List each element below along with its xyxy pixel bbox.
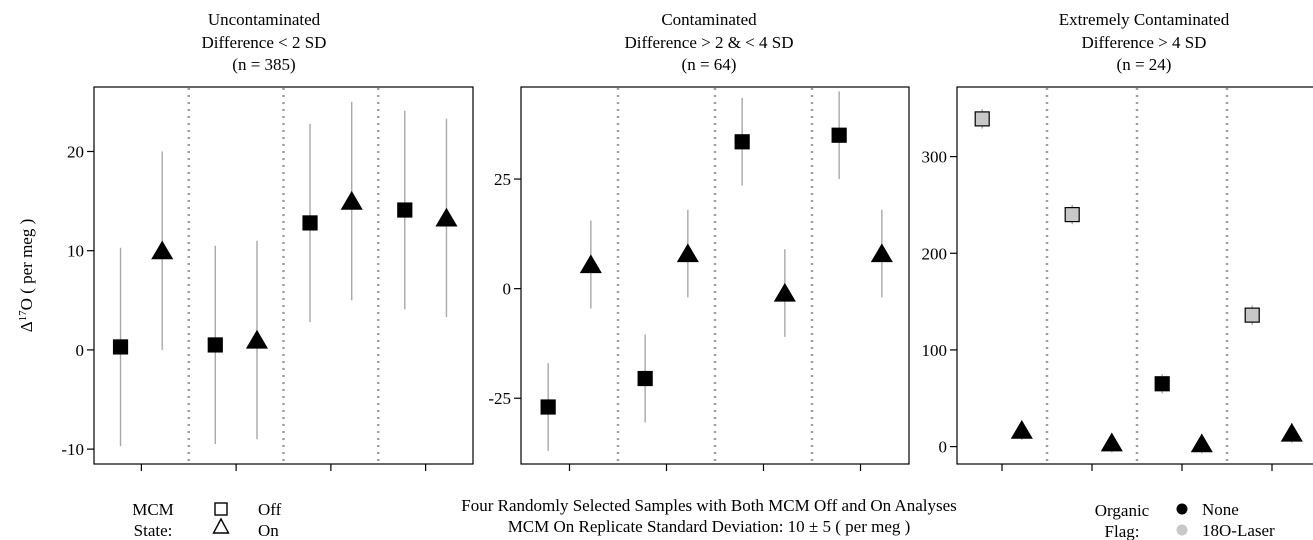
y-tick-label: 100 (922, 341, 948, 360)
y-tick-label: -10 (61, 440, 84, 459)
data-point-triangle (870, 243, 893, 263)
panel-3-title-line-1: Extremely Contaminated (1059, 10, 1230, 29)
y-tick-label: 25 (494, 170, 511, 189)
legend-organic-title-1: Organic (1095, 501, 1150, 520)
panel-3-title-line-3: (n = 24) (1117, 55, 1172, 74)
data-point-triangle (1280, 422, 1303, 442)
data-point-triangle (1190, 433, 1213, 453)
data-point-square (397, 202, 413, 218)
data-point-triangle (1100, 432, 1123, 452)
panel-1: Uncontaminated Difference < 2 SD (n = 385)… (17, 10, 474, 471)
data-point-triangle (579, 254, 602, 274)
y-tick-label: 20 (67, 142, 84, 161)
data-point-square (112, 339, 129, 355)
data-point-triangle (245, 329, 269, 349)
panel-2: Contaminated Difference > 2 & < 4 SD (n = … (488, 10, 910, 471)
legend-mcm-state: MCM State: Off On (132, 500, 281, 540)
data-point-square (831, 127, 847, 143)
data-point-square (302, 215, 318, 231)
y-tick-label: 0 (76, 341, 85, 360)
data-point-square (1244, 307, 1260, 323)
panel-2-title-line-2: Difference > 2 & < 4 SD (625, 33, 794, 52)
y-tick-label: -25 (488, 389, 511, 408)
caption: Four Randomly Selected Samples with Both… (461, 496, 957, 536)
legend-triangle-open-icon (212, 517, 230, 534)
data-point-square (207, 337, 223, 353)
panels: Uncontaminated Difference < 2 SD (n = 385)… (17, 10, 1313, 471)
legend-mcm-on-label: On (258, 521, 279, 540)
data-point-square (1064, 207, 1080, 223)
legend-organic-none-label: None (1202, 500, 1239, 519)
y-tick-label: 0 (503, 280, 512, 299)
panel-3: Extremely Contaminated Difference > 4 SD (… (922, 10, 1313, 471)
panel-2-frame (520, 86, 910, 465)
panel-1-title-line-1: Uncontaminated (208, 10, 321, 29)
legend-mcm-off-label: Off (258, 500, 282, 519)
data-point-square (540, 399, 556, 415)
panel-2-title-line-3: (n = 64) (682, 55, 737, 74)
data-point-square (1154, 376, 1170, 392)
y-tick-label: 300 (922, 148, 948, 167)
legend-organic-flag: Organic Flag: None 18O-Laser (1095, 500, 1275, 540)
caption-line-2: MCM On Replicate Standard Deviation: 10 … (508, 517, 911, 536)
y-tick-label: 200 (922, 244, 948, 263)
legend-organic-title-2: Flag: (1105, 522, 1140, 540)
y-axis-label: Δ17O ( per meg ) (17, 219, 36, 333)
panel-3-title-line-2: Difference > 4 SD (1082, 33, 1207, 52)
legend-dot-laser-icon (1176, 524, 1188, 536)
legend-dot-none-icon (1176, 503, 1188, 515)
legend-organic-laser-label: 18O-Laser (1202, 521, 1275, 540)
data-point-square (974, 111, 990, 127)
data-point-triangle (1010, 419, 1033, 439)
panel-2-title-line-1: Contaminated (661, 10, 757, 29)
legend-mcm-title-2: State: (134, 521, 173, 540)
data-point-triangle (773, 282, 796, 302)
data-point-square (637, 370, 653, 387)
panel-1-title-line-3: (n = 385) (232, 55, 295, 74)
panel-1-title-line-2: Difference < 2 SD (202, 33, 327, 52)
data-point-triangle (435, 207, 458, 227)
panel-3-frame (956, 86, 1313, 465)
data-point-triangle (340, 190, 363, 210)
caption-line-1: Four Randomly Selected Samples with Both… (461, 496, 957, 515)
legend-mcm-title-1: MCM (132, 500, 174, 519)
panel-1-frame (93, 86, 474, 465)
data-point-triangle (151, 240, 174, 260)
legend-square-open-icon (214, 502, 228, 516)
y-tick-label: 10 (67, 242, 84, 261)
y-tick-label: 0 (939, 438, 948, 457)
data-point-square (734, 134, 750, 150)
data-point-triangle (676, 243, 699, 263)
